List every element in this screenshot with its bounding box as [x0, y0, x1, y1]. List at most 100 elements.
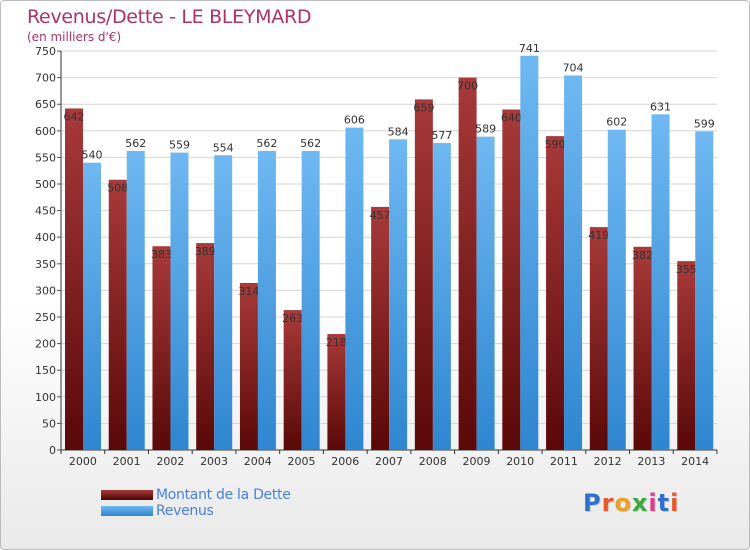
data-label-dette: 457 — [370, 209, 391, 222]
bar-dette — [458, 77, 477, 450]
bar-revenus — [170, 152, 189, 450]
bar-dette — [546, 136, 565, 450]
data-label-revenus: 606 — [344, 114, 365, 127]
bar-dette — [371, 206, 390, 450]
logo-letter: i — [648, 489, 658, 517]
data-label-dette: 355 — [676, 263, 697, 276]
x-tick-label: 2007 — [375, 455, 403, 468]
bar-dette — [589, 227, 608, 450]
legend-swatch-revenus — [101, 506, 153, 516]
data-label-dette: 218 — [326, 336, 347, 349]
bar-dette — [677, 261, 696, 450]
bar-revenus — [257, 151, 276, 451]
bar-revenus — [389, 139, 408, 450]
bar-revenus — [214, 155, 233, 450]
y-tick-label: 700 — [35, 72, 56, 85]
bar-dette — [65, 108, 83, 451]
data-label-revenus: 602 — [606, 116, 627, 129]
x-tick-label: 2013 — [637, 455, 665, 468]
data-label-dette: 419 — [588, 229, 609, 242]
x-tick-label: 2004 — [244, 455, 272, 468]
bar-revenus — [695, 131, 714, 450]
x-tick-label: 2008 — [419, 455, 447, 468]
logo-letter: r — [601, 489, 615, 517]
legend-label-dette: Montant de la Dette — [156, 487, 291, 503]
bar-dette — [152, 246, 171, 450]
chart-subtitle: (en milliers d'€) — [27, 30, 122, 44]
bar-dette — [327, 334, 346, 450]
y-tick-label: 750 — [35, 45, 56, 58]
y-tick-label: 100 — [35, 391, 56, 404]
data-label-revenus: 584 — [388, 125, 409, 138]
data-label-revenus: 589 — [475, 123, 496, 136]
bar-dette — [239, 282, 258, 450]
bar-dette — [108, 179, 127, 450]
data-label-dette: 314 — [238, 285, 259, 298]
x-tick-label: 2003 — [200, 455, 228, 468]
data-label-revenus: 562 — [300, 137, 321, 150]
data-label-dette: 508 — [107, 182, 128, 195]
data-label-dette: 382 — [632, 249, 653, 262]
y-tick-label: 200 — [35, 338, 56, 351]
x-tick-label: 2011 — [550, 455, 578, 468]
data-label-dette: 659 — [413, 101, 434, 114]
x-tick-label: 2014 — [681, 455, 709, 468]
y-tick-label: 300 — [35, 284, 56, 297]
bar-dette — [633, 246, 652, 450]
data-label-revenus: 562 — [256, 137, 277, 150]
logo-letter: P — [583, 489, 602, 517]
bar-revenus — [432, 143, 451, 450]
logo-letter: i — [670, 489, 680, 517]
y-tick-label: 600 — [35, 125, 56, 138]
y-tick-label: 150 — [35, 364, 56, 377]
bar-revenus — [83, 162, 101, 450]
data-label-revenus: 562 — [125, 137, 146, 150]
bar-revenus — [301, 151, 320, 451]
legend-swatch-dette — [101, 490, 153, 500]
data-label-dette: 640 — [501, 112, 522, 125]
x-tick-label: 2001 — [113, 455, 141, 468]
y-tick-label: 250 — [35, 311, 56, 324]
y-tick-label: 50 — [42, 417, 56, 430]
bar-dette — [196, 243, 215, 450]
logo-letter: o — [614, 489, 632, 517]
logo-letter: t — [657, 489, 671, 517]
y-tick-label: 550 — [35, 151, 56, 164]
data-label-revenus: 554 — [213, 141, 234, 154]
y-tick-label: 0 — [49, 444, 56, 457]
x-tick-label: 2002 — [156, 455, 184, 468]
bar-dette — [502, 109, 521, 451]
data-label-dette: 700 — [457, 80, 478, 93]
proxiti-logo: Proxiti — [583, 489, 679, 517]
data-label-dette: 642 — [64, 110, 85, 123]
legend-label-revenus: Revenus — [156, 503, 214, 519]
y-tick-label: 350 — [35, 258, 56, 271]
bar-revenus — [564, 75, 583, 451]
data-label-revenus: 704 — [563, 61, 584, 74]
bar-revenus — [520, 55, 539, 451]
bar-dette — [283, 310, 302, 450]
bar-revenus — [126, 151, 145, 451]
data-label-dette: 389 — [195, 245, 216, 258]
data-label-revenus: 631 — [650, 100, 671, 113]
data-label-revenus: 741 — [519, 42, 540, 55]
data-label-revenus: 559 — [169, 139, 190, 152]
x-tick-label: 2010 — [506, 455, 534, 468]
y-tick-label: 400 — [35, 231, 56, 244]
y-tick-label: 450 — [35, 205, 56, 218]
bar-revenus — [651, 114, 670, 451]
x-tick-label: 2000 — [69, 455, 97, 468]
x-tick-label: 2006 — [331, 455, 359, 468]
data-label-revenus: 540 — [82, 149, 103, 162]
bar-dette — [414, 99, 433, 451]
y-tick-label: 650 — [35, 98, 56, 111]
x-tick-label: 2005 — [288, 455, 316, 468]
x-tick-label: 2009 — [462, 455, 490, 468]
data-label-dette: 590 — [545, 138, 566, 151]
bar-revenus — [345, 127, 364, 450]
chart-title: Revenus/Dette - LE BLEYMARD — [27, 6, 312, 28]
data-label-dette: 263 — [282, 312, 303, 325]
bar-revenus — [607, 129, 626, 450]
